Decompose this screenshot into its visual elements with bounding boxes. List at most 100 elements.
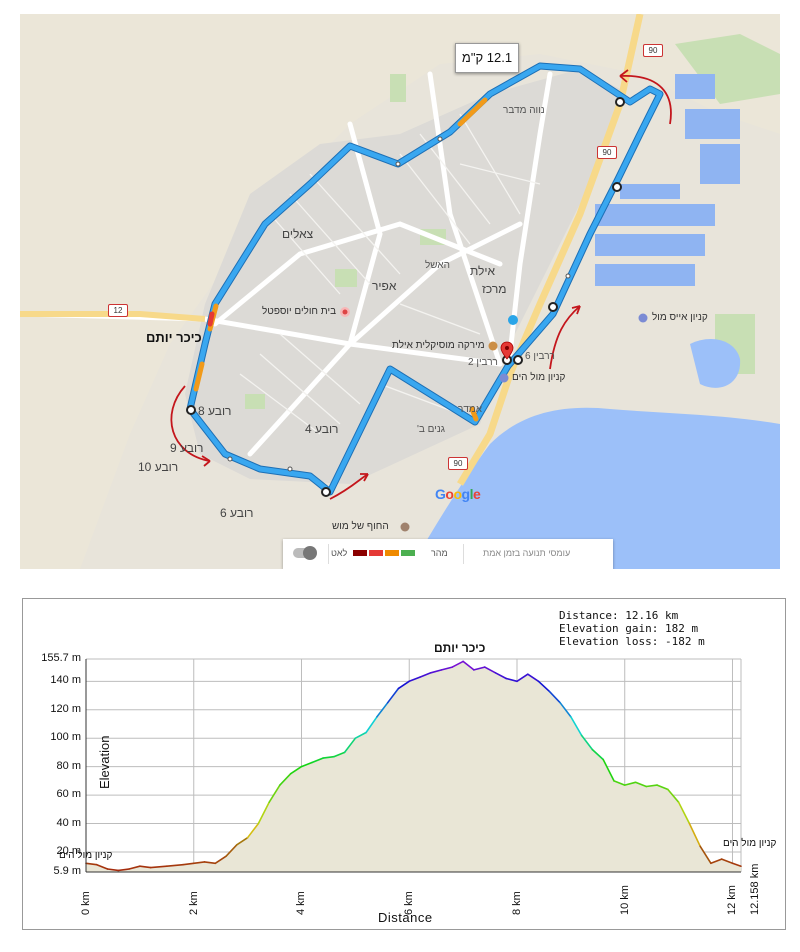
- elevation-line-segment: [602, 758, 615, 782]
- elevation-line-segment: [656, 784, 669, 791]
- place-rabin-6: ררבין 6: [525, 351, 555, 362]
- elevation-line-segment: [128, 865, 141, 870]
- elevation-line-segment: [570, 716, 583, 737]
- place-eilat: אילת: [470, 264, 496, 278]
- elevation-line-segment: [376, 701, 389, 718]
- elevation-line-segment: [526, 673, 540, 683]
- x-axis-title: Distance: [378, 910, 433, 925]
- road-shield-12: 12: [108, 304, 128, 317]
- place-rova-4: רובע 4: [305, 422, 339, 436]
- elevation-line-segment: [613, 780, 626, 786]
- y-tick-label: 80 m: [56, 759, 81, 772]
- place-afir: אפיר: [372, 279, 397, 293]
- poi-ice-mall[interactable]: קניון אייס מול: [652, 312, 708, 323]
- elevation-line-segment: [117, 868, 130, 872]
- elevation-line-segment: [182, 862, 195, 866]
- y-tick-label: 120 m: [50, 702, 81, 715]
- elevation-line-segment: [473, 666, 486, 671]
- poi-mosh-beach[interactable]: החוף של מוש: [332, 521, 389, 532]
- elevation-line-segment: [192, 861, 206, 865]
- elevation-line-segment: [720, 858, 734, 865]
- elevation-line-segment: [516, 673, 529, 683]
- place-rabin-2: ררבין 2: [468, 357, 498, 368]
- elevation-plot: [85, 658, 742, 873]
- y-axis-title: Elevation: [97, 735, 112, 789]
- place-kikar-yotam: כיכר יותם: [146, 330, 202, 345]
- elevation-chart: Distance: 12.16 km Elevation gain: 182 m…: [22, 598, 786, 930]
- elevation-line-segment: [257, 801, 270, 825]
- elevation-line-segment: [645, 784, 658, 788]
- elevation-line-segment: [268, 784, 281, 803]
- elevation-line-segment: [440, 666, 454, 671]
- y-tick-label: 60 m: [56, 788, 81, 801]
- elevation-line-segment: [311, 757, 324, 764]
- place-ahashel: האשל: [425, 260, 451, 271]
- route-stats: Distance: 12.16 km Elevation gain: 182 m…: [559, 609, 705, 648]
- elevation-line-segment: [246, 822, 260, 839]
- road-shield-90: 90: [643, 44, 663, 57]
- peak-label: כיכר יותם: [434, 641, 486, 655]
- road-shield-90: 90: [597, 146, 617, 159]
- elevation-line-segment: [408, 676, 421, 683]
- end-label: קניון מול הים: [723, 838, 777, 849]
- x-tick-label: 12.158 km: [749, 863, 761, 915]
- elevation-line-segment: [96, 863, 109, 870]
- elevation-line-segment: [451, 660, 464, 668]
- stat-gain: Elevation gain: 182 m: [559, 622, 699, 635]
- elevation-line-segment: [106, 868, 120, 872]
- elevation-line-segment: [300, 761, 314, 768]
- elevation-line-segment: [483, 666, 497, 674]
- y-tick-label: 140 m: [50, 674, 81, 687]
- elevation-line-segment: [666, 788, 680, 803]
- elevation-line-segment: [634, 781, 648, 788]
- route-distance-callout: 12.1 ק"מ: [455, 43, 519, 73]
- elevation-line-segment: [419, 672, 432, 678]
- traffic-color-1: [353, 550, 367, 556]
- place-rova-9: רובע 9: [170, 441, 204, 455]
- elevation-line-segment: [591, 748, 605, 761]
- place-merkaz: מרכז: [482, 282, 507, 296]
- y-tick-label: 40 m: [56, 816, 81, 829]
- elevation-line-segment: [559, 701, 572, 718]
- elevation-line-segment: [731, 862, 742, 868]
- x-tick-label: 8 km: [510, 891, 523, 915]
- traffic-slow-label: לאט: [331, 548, 348, 558]
- elevation-line-segment: [623, 781, 637, 786]
- elevation-line-segment: [548, 690, 561, 704]
- elevation-line-segment: [505, 677, 518, 683]
- place-neve-midbar: נווה מדבר: [503, 105, 545, 116]
- place-rova-10: רובע 10: [138, 460, 179, 474]
- elevation-line-segment: [699, 845, 712, 865]
- x-tick-label: 6 km: [403, 891, 416, 915]
- elevation-line-segment: [139, 865, 152, 869]
- poi-hospital[interactable]: בית חולים יוספטל: [262, 306, 337, 317]
- traffic-live-dropdown[interactable]: עומסי תנועה בזמן אמת: [483, 548, 571, 558]
- elevation-line-segment: [397, 680, 411, 690]
- x-tick-label: 10 km: [618, 885, 631, 915]
- elevation-line-segment: [688, 822, 702, 848]
- y-tick-label: 20 m: [56, 844, 81, 857]
- poi-music[interactable]: מירקה מוסיקלית אילת: [392, 340, 485, 351]
- traffic-toggle[interactable]: [293, 546, 317, 560]
- place-tzeelim: צאלים: [282, 227, 314, 241]
- elevation-line-segment: [677, 801, 691, 825]
- road-shield-90: 90: [448, 457, 468, 470]
- elevation-line-segment: [322, 755, 335, 759]
- elevation-line-segment: [354, 731, 367, 739]
- elevation-line-segment: [279, 772, 292, 786]
- x-tick-label: 4 km: [295, 891, 308, 915]
- x-tick-label: 12 km: [726, 885, 739, 915]
- poi-mall-hayam[interactable]: קניון מול הים: [512, 372, 566, 383]
- elevation-line-segment: [236, 836, 249, 846]
- elevation-line-segment: [494, 672, 508, 680]
- route-map[interactable]: כיכר יותם רובע 8 רובע 9 רובע 10 רובע 6 ר…: [20, 14, 780, 569]
- place-adar: אמדר: [458, 404, 483, 415]
- place-rova-6: רובע 6: [220, 506, 254, 520]
- elevation-line-segment: [214, 855, 227, 865]
- elevation-line-segment: [343, 737, 357, 754]
- y-tick-label: 100 m: [50, 731, 81, 744]
- start-label: קניון מול הים: [59, 850, 113, 861]
- google-logo: Google: [435, 486, 481, 502]
- elevation-line-segment: [580, 734, 594, 751]
- traffic-color-2: [369, 550, 383, 556]
